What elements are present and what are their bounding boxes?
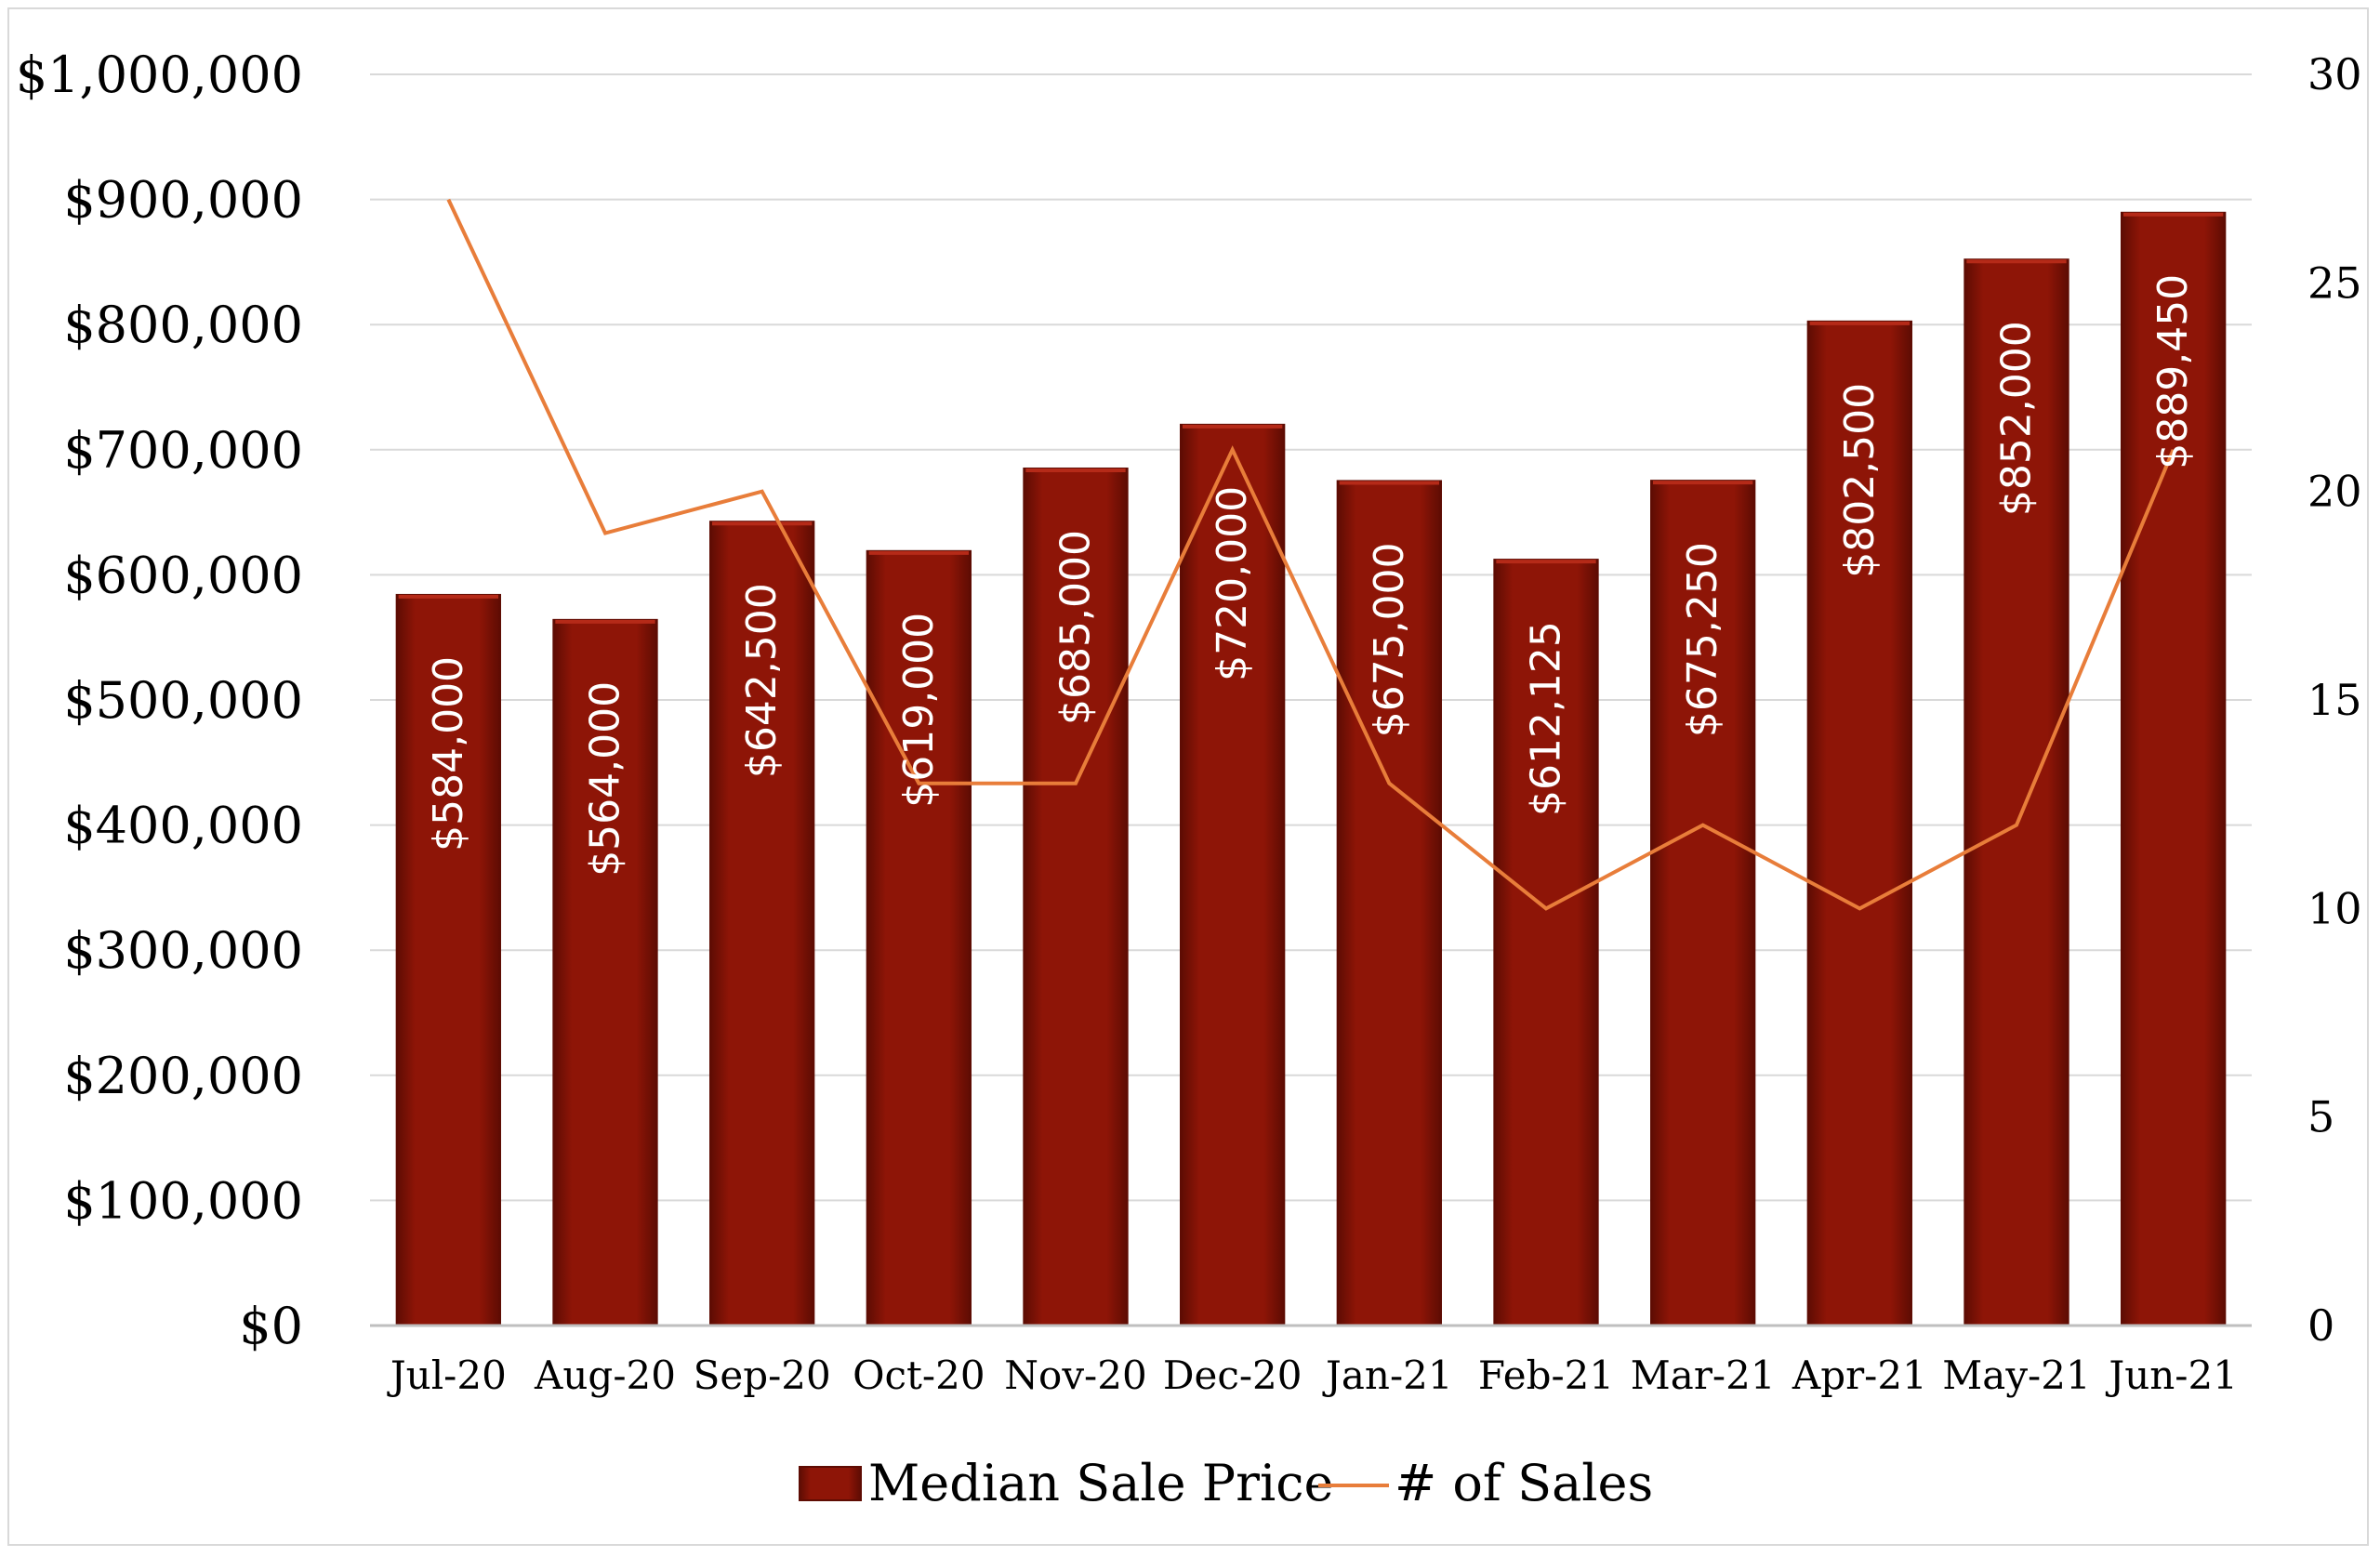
gridlines [370,73,2252,1202]
x-tick-label: Mar-21 [1631,1352,1776,1398]
bar-jan-21 [1336,480,1442,1326]
x-tick-label: Oct-20 [853,1352,985,1398]
legend-label-median-sale-price: Median Sale Price [868,1454,1333,1512]
y2-tick-label: 0 [2307,1300,2334,1351]
bar-mar-21 [1650,480,1756,1326]
y2-tick-label: 20 [2307,467,2362,517]
x-tick-label: Apr-21 [1792,1352,1927,1398]
y2-tick-label: 25 [2307,257,2362,308]
legend-label-number-of-sales: # of Sales [1395,1454,1653,1512]
y-tick-label: $900,000 [63,171,303,230]
bar-data-label: $584,000 [425,656,472,851]
x-tick-label: Jan-21 [1322,1352,1453,1398]
y-axis-left: $0 $100,000 $200,000 $300,000 $400,000 $500,0… [16,46,303,1355]
x-tick-label: Jun-21 [2105,1352,2238,1398]
bar-data-label: $802,500 [1836,383,1884,578]
bar-apr-21 [1806,320,1912,1327]
bar-data-label: $675,000 [1366,542,1413,737]
bar-feb-21 [1493,559,1599,1326]
bar-series-median-sale-price [395,211,2227,1327]
x-tick-label: Dec-20 [1163,1352,1302,1398]
bar-data-label: $685,000 [1052,530,1100,725]
y-tick-label: $100,000 [63,1171,303,1230]
chart-frame: $584,000 $564,000 $642,500 $619,000 $685,000… [7,7,2369,1546]
bar-jun-21 [2121,211,2227,1326]
chart-canvas: $584,000 $564,000 $642,500 $619,000 $685,000… [16,46,2362,1512]
line-number-of-sales [446,198,2175,911]
y-tick-label: $0 [239,1297,303,1355]
y-tick-label: $700,000 [63,421,303,480]
bar-data-labels: $584,000 $564,000 $642,500 $619,000 $685,000… [425,274,2197,877]
y-tick-label: $400,000 [63,797,303,855]
y-tick-label: $800,000 [63,296,303,354]
y2-tick-label: 5 [2307,1092,2334,1142]
x-tick-label: Nov-20 [1004,1352,1146,1398]
line-series-number-of-sales [446,198,2175,911]
y-tick-label: $200,000 [63,1047,303,1105]
bar-nov-20 [1023,467,1129,1326]
x-axis: Jul-20 Aug-20 Sep-20 Oct-20 Nov-20 Dec-20 Jan-… [370,1324,2252,1398]
bar-data-label: $612,125 [1523,621,1570,816]
y2-tick-label: 10 [2307,883,2362,933]
bar-data-label: $564,000 [582,681,629,877]
bar-data-label: $720,000 [1209,486,1256,681]
bar-data-label: $619,000 [895,613,943,808]
y-tick-label: $1,000,000 [16,46,303,104]
y-tick-label: $500,000 [63,671,303,730]
bar-may-21 [1964,258,2069,1326]
y2-tick-label: 30 [2307,49,2362,99]
x-tick-label: May-21 [1942,1352,2090,1398]
y-tick-label: $600,000 [63,546,303,604]
legend-swatch-median-sale-price [799,1466,862,1501]
bar-data-label: $889,450 [2149,274,2197,469]
x-tick-label: Aug-20 [534,1352,676,1398]
x-tick-label: Jul-20 [387,1352,507,1398]
y-tick-label: $300,000 [63,921,303,980]
bar-aug-20 [552,618,658,1326]
y2-tick-label: 15 [2307,675,2362,725]
bar-data-label: $675,250 [1679,542,1726,737]
x-tick-label: Feb-21 [1478,1352,1614,1398]
x-tick-label: Sep-20 [694,1352,831,1398]
bar-dec-20 [1180,423,1286,1326]
y-axis-right: 0 5 10 15 20 25 30 [2307,49,2362,1351]
bar-data-label: $852,000 [1993,321,2041,516]
bar-data-label: $642,500 [738,583,786,778]
legend: Median Sale Price # of Sales [799,1454,1653,1512]
